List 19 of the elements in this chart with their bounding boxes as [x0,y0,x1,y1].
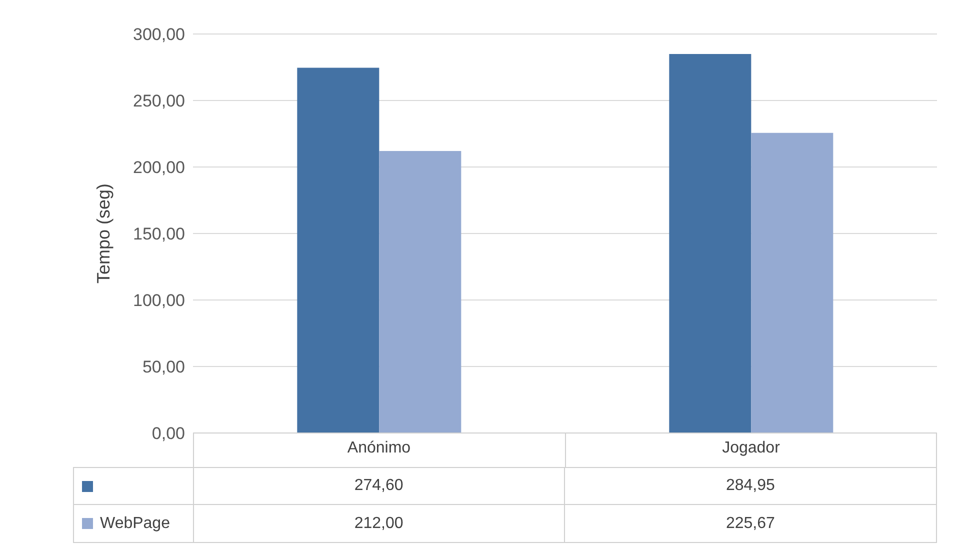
y-tick-label: 50,00 [142,358,185,377]
y-tick-label: 250,00 [133,92,185,111]
y-tick-label: 150,00 [133,224,185,244]
bar [751,132,834,433]
data-label: 284,95 [724,476,776,496]
y-tick-label: 100,00 [133,291,185,310]
x-tick-label: Anónimo [347,439,411,456]
y-tick-label: 0,00 [152,424,185,444]
y-axis-title: Tempo (seg) [93,183,114,284]
bar [669,54,752,433]
data-label: 274,60 [194,468,565,504]
data-label: 212,00 [194,505,565,542]
legend-label: WebPage [100,514,170,532]
y-tick-label: 300,00 [133,25,185,44]
bar [297,68,380,433]
y-tick-label: 200,00 [133,158,185,178]
bar [379,151,462,433]
x-tick-label: Jogador [722,439,781,456]
data-label: 225,67 [724,514,776,534]
